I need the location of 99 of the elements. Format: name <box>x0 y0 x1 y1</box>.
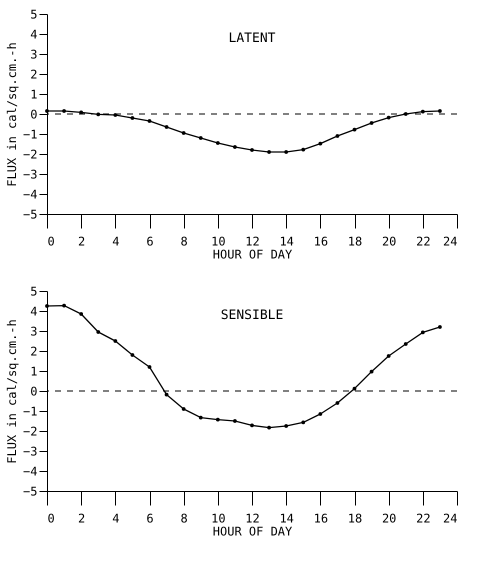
y-tick-label: 3 <box>30 48 38 62</box>
x-tick-label: 24 <box>443 512 458 526</box>
text: SENSIBLE <box>220 308 284 323</box>
x-tick-label: 6 <box>146 234 154 248</box>
y-axis-title: FLUX in cal/sq.cm.-h <box>5 42 20 187</box>
point <box>45 109 49 113</box>
point <box>250 148 254 152</box>
y-tick-label: −4 <box>23 188 38 202</box>
x-tick-label: 0 <box>48 234 55 248</box>
y-tick-label: −1 <box>23 128 38 142</box>
point <box>250 424 254 428</box>
y-tick-label: 3 <box>30 324 38 338</box>
point <box>352 386 356 390</box>
point <box>336 401 340 405</box>
point <box>148 119 152 123</box>
y-axis-title: FLUX in cal/sq.cm.-h <box>5 319 20 464</box>
y-tick-label: 4 <box>30 28 38 42</box>
point <box>386 116 391 120</box>
point <box>96 330 100 334</box>
x-tick-label: 14 <box>279 512 294 526</box>
x-tick-label: 4 <box>112 234 120 248</box>
y-tick-label: 2 <box>30 68 38 82</box>
y-tick-label: 0 <box>30 384 38 398</box>
x-tick-label: 2 <box>78 512 86 526</box>
point <box>233 145 237 149</box>
x-axis-title: HOUR OF DAY <box>212 248 294 262</box>
point <box>130 116 134 120</box>
x-tick-label: 2 <box>78 234 86 248</box>
y-tick-label: 1 <box>30 364 38 378</box>
point <box>198 416 203 420</box>
point <box>45 304 49 308</box>
point <box>148 365 152 369</box>
y-tick-label: 0 <box>30 108 38 122</box>
point <box>182 407 186 411</box>
x-tick-label: 20 <box>382 234 396 248</box>
x-tick-label: 14 <box>279 234 294 248</box>
x-axis-title: HOUR OF DAY <box>212 524 294 538</box>
y-tick-label: −3 <box>23 168 38 182</box>
x-tick-label: 16 <box>314 512 328 526</box>
x-tick-label: 10 <box>211 234 226 248</box>
x-tick-label: 10 <box>211 512 226 526</box>
point <box>182 131 186 135</box>
x-tick-label: 22 <box>416 512 431 526</box>
point <box>62 304 66 308</box>
y-tick-label: −5 <box>23 208 38 222</box>
y-tick-label: 5 <box>30 284 38 298</box>
x-tick-label: 16 <box>314 234 328 248</box>
x-tick-label: 4 <box>112 512 120 526</box>
x-tick-label: 20 <box>382 512 396 526</box>
x-tick-label: 8 <box>180 512 188 526</box>
point <box>267 426 271 430</box>
y-tick-label: 5 <box>30 8 38 22</box>
point <box>164 125 168 129</box>
y-tick-label: −2 <box>23 148 38 162</box>
point <box>301 420 306 424</box>
point <box>420 330 425 334</box>
point <box>318 412 322 416</box>
x-tick-label: 18 <box>348 234 362 248</box>
x-tick-label: 8 <box>180 234 188 248</box>
point <box>301 148 306 152</box>
x-tick-label: 6 <box>146 512 154 526</box>
y-tick-label: 1 <box>30 88 38 102</box>
y-tick-label: −4 <box>23 464 38 478</box>
point <box>233 419 237 423</box>
y-tick-label: −1 <box>23 404 38 418</box>
point <box>113 339 118 343</box>
x-tick-label: 12 <box>245 512 260 526</box>
point <box>370 121 374 125</box>
point <box>216 141 220 145</box>
point <box>352 128 356 132</box>
x-tick-label: 22 <box>416 234 431 248</box>
point <box>284 150 288 154</box>
y-tick-label: 2 <box>30 344 38 358</box>
text: LATENT <box>228 31 276 46</box>
x-tick-label: 18 <box>348 512 362 526</box>
point <box>336 134 340 138</box>
point <box>79 312 84 316</box>
y-tick-label: −3 <box>23 444 38 458</box>
point <box>198 136 203 140</box>
point <box>370 370 374 374</box>
x-tick-label: 12 <box>245 234 260 248</box>
point <box>62 109 66 113</box>
point <box>318 142 322 146</box>
point <box>438 325 442 329</box>
point <box>164 392 168 396</box>
point <box>386 354 391 358</box>
y-tick-label: 4 <box>30 304 38 318</box>
point <box>96 112 100 116</box>
point <box>130 353 134 357</box>
point <box>420 110 425 114</box>
y-tick-label: −5 <box>23 484 38 498</box>
x-tick-label: 0 <box>48 512 55 526</box>
point <box>216 418 220 422</box>
point <box>438 109 442 113</box>
x-tick-label: 24 <box>443 234 458 248</box>
point <box>267 150 271 154</box>
point <box>284 424 288 428</box>
y-tick-label: −2 <box>23 424 38 438</box>
point <box>404 342 408 346</box>
